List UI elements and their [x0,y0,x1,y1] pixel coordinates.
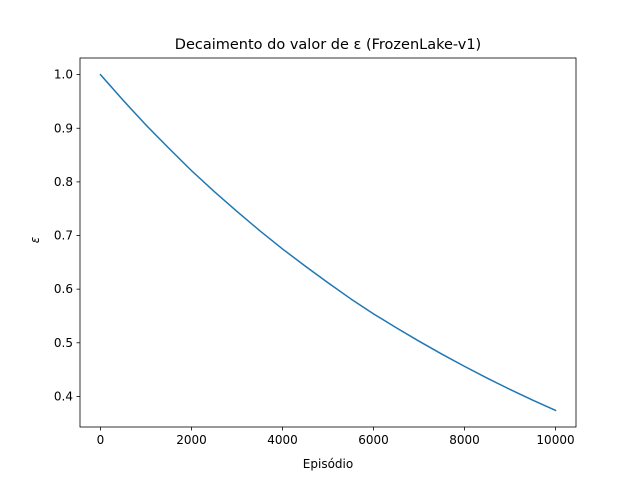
axes-frame [79,57,577,428]
y-tick-label: 0.9 [54,121,73,135]
y-tick-label: 0.7 [54,229,73,243]
y-axis-label: ε [28,236,42,243]
series-line-0 [99,73,557,412]
y-tick-label: 0.6 [54,282,73,296]
y-tick-label: 0.5 [54,336,73,350]
y-tick-label: 1.0 [54,68,73,82]
y-tick-label: 0.8 [54,175,73,189]
chart-title: Decaimento do valor de ε (FrozenLake-v1) [175,37,481,53]
x-tick-label: 6000 [358,433,389,447]
x-tick-label: 0 [97,433,105,447]
x-axis-label: Episódio [303,457,353,471]
plot-area: 0 2000 4000 6000 8000 10000 0.4 0.5 0.6 0.7 0.8 0.9… [54,57,577,447]
x-tick-label: 4000 [267,433,298,447]
x-tick-label: 2000 [176,433,207,447]
x-tick-label: 8000 [449,433,480,447]
x-tick-label: 10000 [536,433,574,447]
y-tick-label: 0.4 [54,389,73,403]
